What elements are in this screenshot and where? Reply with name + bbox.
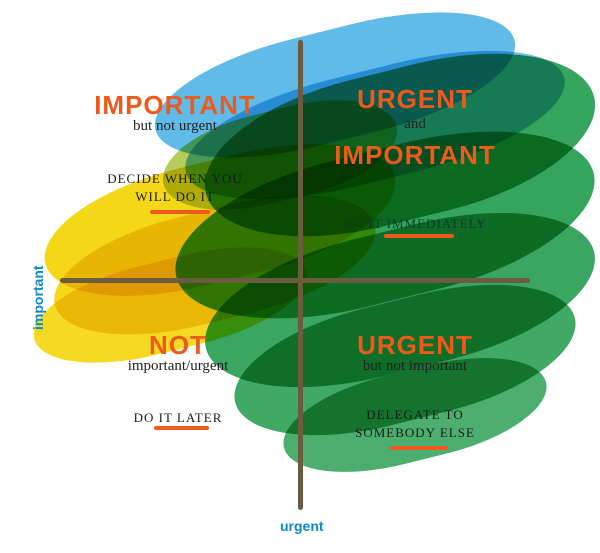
x-axis-label: urgent: [280, 518, 324, 534]
q2-mid: and: [295, 116, 535, 133]
q3-subtitle: important/urgent: [58, 358, 298, 375]
x-axis: [60, 278, 530, 283]
q2-underline: [384, 234, 454, 238]
q4-title: URGENT: [295, 330, 535, 361]
q4-subtitle: but not important: [295, 358, 535, 375]
y-axis-label: important: [30, 265, 46, 330]
q1-title: IMPORTANT: [55, 90, 295, 121]
q2-title-2: IMPORTANT: [295, 140, 535, 171]
q4-underline: [390, 446, 448, 450]
q3-underline: [154, 426, 209, 430]
q2-action: DO IT IMMEDIATELY: [295, 216, 535, 232]
q3-title: NOT: [58, 330, 298, 361]
q1-underline: [150, 210, 210, 214]
q3-action: DO IT LATER: [58, 410, 298, 426]
q1-action: DECIDE WHEN YOU WILL DO IT: [55, 170, 295, 206]
q2-title-1: URGENT: [295, 84, 535, 115]
q4-action: DELEGATE TO SOMEBODY ELSE: [295, 406, 535, 442]
eisenhower-matrix: urgent important IMPORTANTbut not urgent DE…: [0, 0, 600, 553]
q1-subtitle: but not urgent: [55, 118, 295, 135]
